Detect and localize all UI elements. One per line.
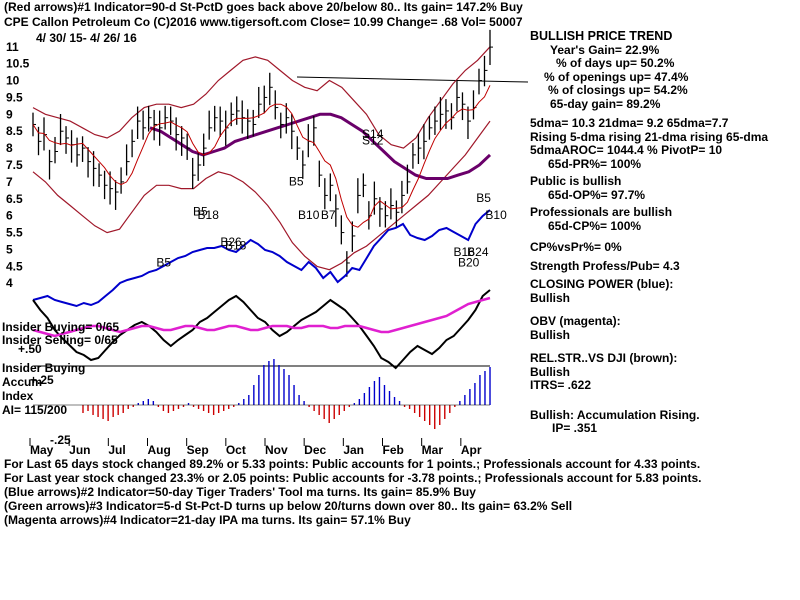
month-label: Nov <box>265 443 288 457</box>
header-line1: (Red arrows)#1 Indicator=90-d St-PctD go… <box>4 0 523 14</box>
signal-label: B5 <box>193 205 208 219</box>
ma21-line <box>32 85 491 228</box>
signal-label: B18 <box>225 238 247 252</box>
closings-up: % of closings up= 54.2% <box>548 83 688 97</box>
signal-label: B10 <box>485 208 507 222</box>
x-axis-months: May Jun Jul Aug Sep Oct Nov Dec Jan Feb Mar Apr <box>29 438 482 457</box>
month-label: Mar <box>422 443 444 457</box>
index-label: Index <box>2 389 34 403</box>
closing-power-status: Bullish <box>530 290 571 305</box>
gain-65: 65-day gain= 89.2% <box>550 96 661 111</box>
y-tick-label: 4 <box>6 276 13 290</box>
signal-label: B24 <box>467 245 489 259</box>
month-label: Feb <box>383 443 404 457</box>
y-tick-label: 5 <box>6 242 13 256</box>
accum-status: Bullish: Accumulation Rising. <box>530 407 700 422</box>
ma65-line <box>149 112 492 180</box>
closing-power-line <box>32 209 491 308</box>
itrs-value: ITRS= .622 <box>530 378 592 392</box>
ai-value: AI= 115/200 <box>2 403 68 417</box>
right-panel: BULLISH PRICE TREND Year's Gain= 22.9% %… <box>530 29 798 436</box>
signal-label: B26 <box>220 235 242 249</box>
signal-label: B20 <box>458 255 480 269</box>
pivot-line <box>296 76 529 83</box>
professionals-status: Professionals are bullish <box>530 205 673 219</box>
y-tick-label: 5.5 <box>6 226 23 240</box>
y-tick-label: 11 <box>6 40 19 54</box>
signal-label: B5 <box>476 191 491 205</box>
y-tick-label: 8 <box>6 141 13 155</box>
obv-status: Bullish <box>530 327 571 342</box>
cp-vs-pr: CP%vsPr%= 0% <box>530 240 622 254</box>
signal-label: B5 <box>156 255 171 269</box>
openings-up: % of openings up= 47.4% <box>544 69 689 84</box>
month-label: Jul <box>108 443 125 457</box>
header-line2: CPE Callon Petroleum Co (C)2016 www.tige… <box>4 15 523 29</box>
signal-label: S14 <box>362 127 384 141</box>
pr-65: 65d-PR%= 100% <box>548 156 642 171</box>
y-tick-label: 9.5 <box>6 90 23 104</box>
month-label: Jan <box>343 443 364 457</box>
closing-power-label: CLOSING POWER (blue): <box>530 277 674 291</box>
scale-minus-25: -.25 <box>50 433 71 447</box>
insider-selling-count: Insider Selling= 0/65 <box>2 333 118 347</box>
month-label: Dec <box>304 443 326 457</box>
footer-line5: (Magenta arrows)#4 Indicator=21-day IPA … <box>4 513 411 527</box>
date-range: 4/ 30/ 15- 4/ 26/ 16 <box>36 31 137 45</box>
op-65: 65d-OP%= 97.7% <box>548 187 646 202</box>
scale-plus-25: +.25 <box>30 373 54 387</box>
month-label: May <box>30 443 54 457</box>
y-tick-label: 8.5 <box>6 124 23 138</box>
footer-line3: (Blue arrows)#2 Indicator=50-day Tiger T… <box>4 485 476 499</box>
y-tick-label: 10.5 <box>6 57 30 71</box>
footer-line2: For Last year stock changed 23.3% or 2.0… <box>4 471 702 485</box>
y-tick-label: 6 <box>6 209 13 223</box>
month-label: Oct <box>226 443 246 457</box>
y-tick-label: 7 <box>6 175 13 189</box>
obv-label: OBV (magenta): <box>530 314 621 328</box>
month-label: Aug <box>148 443 171 457</box>
ip-value: IP= .351 <box>552 421 598 435</box>
indicator-panels <box>32 289 491 429</box>
price-panel <box>32 29 529 308</box>
signal-label: B10 <box>298 208 320 222</box>
cp-65: 65d-CP%= 100% <box>548 218 642 233</box>
relstr-label: REL.STR..VS DJI (brown): <box>530 351 678 365</box>
signal-label: B16 <box>453 245 475 259</box>
magenta-ipa-line <box>32 296 491 338</box>
lower-band <box>32 120 491 271</box>
signal-label: B5 <box>289 174 304 188</box>
month-label: Jun <box>69 443 90 457</box>
obv-line <box>32 289 491 370</box>
signal-label: B18 <box>198 208 220 222</box>
trend-title: BULLISH PRICE TREND <box>530 29 673 43</box>
dma-values: 5dma= 10.3 21dma= 9.2 65dma=7.7 <box>530 116 729 130</box>
rising-dma: Rising 5-dma rising 21-dma rising 65-dma <box>530 129 769 144</box>
signal-label: B7 <box>321 208 336 222</box>
relstr-status: Bullish <box>530 364 571 379</box>
aroc: 5dmaAROC= 1044.4 % PivotP= 10 <box>530 143 723 157</box>
month-label: Apr <box>461 443 482 457</box>
footer-line1: For Last 65 days stock changed 89.2% or … <box>4 457 701 471</box>
upper-band <box>32 46 491 149</box>
month-label: Sep <box>187 443 209 457</box>
years-gain: Year's Gain= 22.9% <box>550 42 660 57</box>
y-tick-label: 10 <box>6 74 20 88</box>
accum-label: Accum <box>2 375 43 389</box>
days-up: % of days up= 50.2% <box>556 56 675 70</box>
y-tick-label: 4.5 <box>6 259 23 273</box>
signal-label: S12 <box>362 134 384 148</box>
y-tick-label: 7.5 <box>6 158 23 172</box>
insider-buying-label: Insider Buying <box>2 361 86 375</box>
scale-plus-50: +.50 <box>18 342 42 356</box>
public-status: Public is bullish <box>530 174 622 188</box>
footer-line4: (Green arrows)#3 Indicator=5-d St-Pct-D … <box>4 499 573 513</box>
y-axis-ticks: 11 10.5 10 9.5 9 8.5 8 7.5 7 6.5 6 5.5 5 4.5 4 <box>6 40 30 290</box>
insider-buying-count: Insider Buying= 0/65 <box>2 320 120 334</box>
y-tick-label: 6.5 <box>6 192 23 206</box>
strength: Strength Profess/Pub= 4.3 <box>530 258 680 273</box>
y-tick-label: 9 <box>6 107 13 121</box>
